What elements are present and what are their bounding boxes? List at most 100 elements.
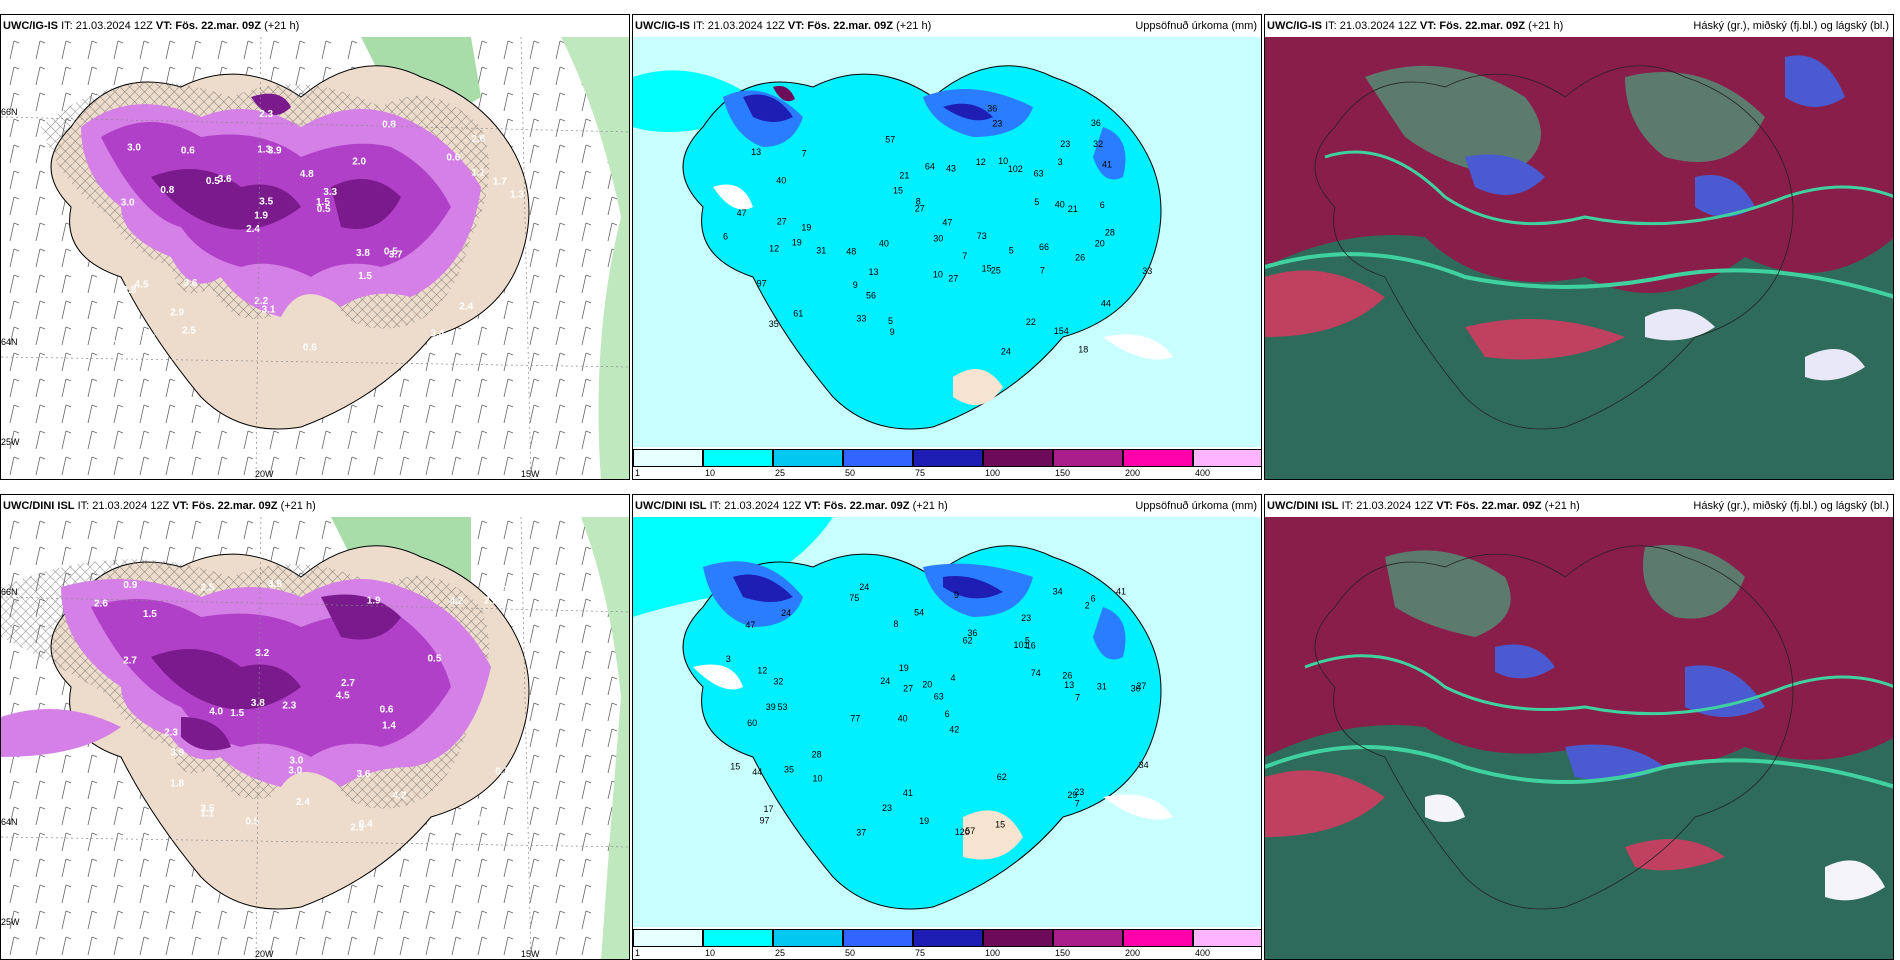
value-label: 3.5 bbox=[259, 196, 273, 207]
lon-label-15w: 15W bbox=[521, 469, 540, 479]
value-label: 23 bbox=[882, 803, 892, 813]
value-label: 154 bbox=[1054, 326, 1069, 336]
value-label: 36 bbox=[1091, 118, 1101, 128]
value-label: 57 bbox=[885, 135, 895, 145]
forecast-step: (+21 h) bbox=[1544, 500, 1580, 512]
value-label: 77 bbox=[850, 713, 860, 723]
value-label: 75 bbox=[849, 593, 859, 603]
colorbar-swatch bbox=[633, 449, 703, 467]
colorbar-swatch bbox=[1193, 449, 1261, 467]
value-label: 4.2 bbox=[450, 596, 464, 607]
value-label: 15 bbox=[982, 263, 992, 273]
precip-colorbar: 1 10 25 50 75 100 150 200 400 bbox=[633, 927, 1261, 959]
init-time: IT: 21.03.2024 12Z bbox=[709, 500, 802, 512]
cloud-map bbox=[1265, 517, 1893, 959]
value-label: 24 bbox=[781, 608, 791, 618]
value-label: 47 bbox=[942, 217, 952, 227]
value-label: 2.4 bbox=[108, 334, 122, 345]
value-label: 0.6 bbox=[380, 705, 394, 716]
value-label: 43 bbox=[946, 163, 956, 173]
value-label: 0.6 bbox=[181, 146, 195, 157]
lat-label-64n: 64N bbox=[1, 337, 18, 347]
value-label: 23 bbox=[1074, 787, 1084, 797]
value-label: 3.9 bbox=[268, 146, 282, 157]
forecast-step: (+21 h) bbox=[912, 500, 948, 512]
value-label: 9 bbox=[890, 327, 895, 337]
value-label: 1.3 bbox=[510, 190, 524, 201]
value-label: 1.5 bbox=[358, 271, 372, 282]
colorbar-swatch bbox=[773, 449, 843, 467]
value-label: 63 bbox=[934, 692, 944, 702]
value-label: 16 bbox=[1026, 641, 1036, 651]
value-label: 24 bbox=[880, 676, 890, 686]
value-label: 27 bbox=[777, 217, 787, 227]
value-label: 35 bbox=[784, 765, 794, 775]
colorbar-tick-label: 200 bbox=[1125, 468, 1141, 478]
value-label: 6 bbox=[723, 232, 728, 242]
value-label: 15 bbox=[893, 186, 903, 196]
field-title: Háský (gr.), miðský (fj.bl.) og lágský (… bbox=[1693, 500, 1889, 512]
value-label: 3.4 bbox=[431, 329, 445, 340]
value-label: 40 bbox=[1055, 199, 1065, 209]
panel-header: UWC/IG-IS IT: 21.03.2024 12Z VT: Fös. 22… bbox=[1, 15, 629, 37]
value-label: 32 bbox=[773, 677, 783, 687]
value-label: 27 bbox=[1136, 681, 1146, 691]
value-label: 0.3 bbox=[500, 125, 514, 136]
value-label: 1.0 bbox=[97, 767, 111, 778]
value-label: 23 bbox=[1060, 139, 1070, 149]
snow-values: 0.5 2.9 3.5 4.2 2.5 1.5 4.0 2.5 3.9 3.2 4.2 2.4 3.8 3… bbox=[94, 579, 510, 833]
value-label: 7 bbox=[1075, 693, 1080, 703]
precip-map: 24 23 30 40 42 53 47 101 60 62 63 97 75 77 120 57 41 34 74… bbox=[633, 517, 1261, 959]
value-label: 6 bbox=[1091, 594, 1096, 604]
value-label: 22 bbox=[1026, 317, 1036, 327]
value-label: 3.6 bbox=[184, 278, 198, 289]
value-label: 23 bbox=[1021, 613, 1031, 623]
panel-header: UWC/DINI ISL IT: 21.03.2024 12Z VT: Fös.… bbox=[633, 495, 1261, 517]
value-label: 44 bbox=[1101, 299, 1111, 309]
valid-time: VT: Fös. 22.mar. 09Z bbox=[804, 500, 910, 512]
lon-label-20w: 20W bbox=[255, 469, 274, 479]
value-label: 2.6 bbox=[471, 134, 485, 145]
value-label: 1.4 bbox=[382, 721, 396, 732]
value-label: 28 bbox=[812, 750, 822, 760]
value-label: 21 bbox=[1068, 204, 1078, 214]
colorbar-swatch bbox=[1053, 449, 1123, 467]
value-label: 40 bbox=[898, 713, 908, 723]
value-label: 1.9 bbox=[367, 596, 381, 607]
value-label: 47 bbox=[737, 208, 747, 218]
cloud-map-svg bbox=[1265, 37, 1893, 479]
panel-header: UWC/DINI ISL IT: 21.03.2024 12Z VT: Fös.… bbox=[1265, 495, 1893, 517]
lon-label-15w: 15W bbox=[521, 949, 540, 959]
colorbar-swatch bbox=[983, 449, 1053, 467]
value-label: 40 bbox=[879, 239, 889, 249]
lat-label-64n: 64N bbox=[1, 817, 18, 827]
value-label: 41 bbox=[1102, 160, 1112, 170]
value-label: 35 bbox=[769, 319, 779, 329]
cloud-map bbox=[1265, 37, 1893, 479]
value-label: 2.6 bbox=[94, 598, 108, 609]
value-label: 4.3 bbox=[494, 585, 508, 596]
lat-label-25w: 25W bbox=[1, 917, 20, 927]
precip-map-svg: 2423304042534710160626397757712057413474… bbox=[633, 517, 1261, 929]
value-label: 3.5 bbox=[201, 804, 215, 815]
value-label: 57 bbox=[965, 826, 975, 836]
colorbar-tick-label: 75 bbox=[915, 468, 926, 478]
lat-label-66n: 66N bbox=[1, 107, 18, 117]
value-label: 0.5 bbox=[245, 817, 259, 828]
value-label: 3.8 bbox=[356, 248, 370, 259]
colorbar-swatch bbox=[913, 929, 983, 947]
value-label: 15 bbox=[730, 762, 740, 772]
value-label: 2.4 bbox=[246, 224, 260, 235]
init-time: IT: 21.03.2024 12Z bbox=[1325, 20, 1417, 32]
value-label: 2.5 bbox=[467, 813, 481, 824]
precip-map-panel-dini: UWC/DINI ISL IT: 21.03.2024 12Z VT: Fös.… bbox=[632, 494, 1262, 960]
value-label: 24 bbox=[859, 582, 869, 592]
value-label: 2.0 bbox=[352, 157, 366, 168]
value-label: 8 bbox=[916, 196, 921, 206]
value-label: 12 bbox=[757, 666, 767, 676]
lat-label-25w: 25W bbox=[1, 437, 20, 447]
value-label: 29 bbox=[1067, 790, 1077, 800]
value-label: 37 bbox=[856, 827, 866, 837]
model-name: UWC/IG-IS bbox=[635, 20, 690, 32]
value-label: 60 bbox=[747, 718, 757, 728]
